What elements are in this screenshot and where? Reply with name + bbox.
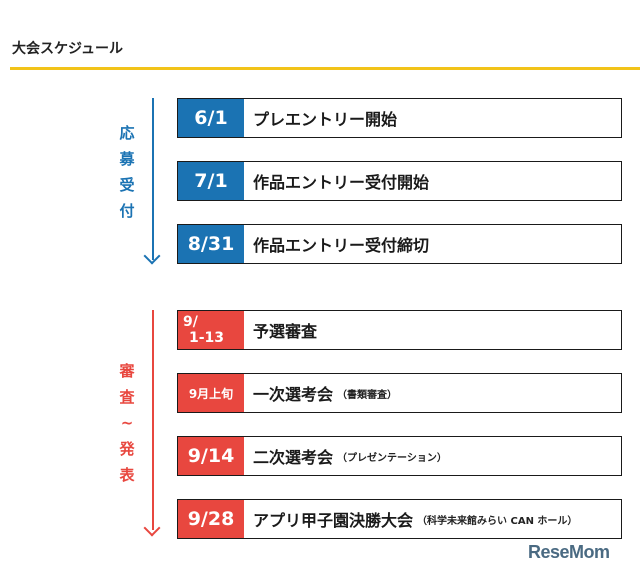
schedule-row: 9/ 1-13 予選審査	[177, 310, 622, 350]
schedule-date: 9/14	[178, 437, 244, 475]
resemom-logo: ReseMom	[528, 542, 610, 562]
schedule-date-line2: 1-13	[189, 330, 225, 346]
schedule-event: 作品エントリー受付締切	[253, 236, 430, 255]
schedule-date: 9月上旬	[178, 374, 244, 412]
schedule-event: プレエントリー開始	[253, 110, 398, 129]
schedule-event: アプリ甲子園決勝大会	[253, 511, 414, 530]
page-title: 大会スケジュール	[12, 41, 124, 57]
phase1-arrow-line	[152, 98, 154, 260]
phase1-arrowhead	[143, 247, 161, 265]
phase1-label-char: 応	[119, 124, 135, 142]
schedule-event-wrap: 一次選考会 （書類審査）	[244, 374, 397, 412]
schedule-event: 一次選考会	[253, 385, 334, 404]
schedule-date: 6/1	[178, 99, 244, 137]
schedule-event: 予選審査	[253, 322, 318, 341]
schedule-date-line1: 9/	[183, 314, 198, 330]
schedule-date: 9/ 1-13	[178, 311, 244, 349]
schedule-note: （書類審査）	[337, 389, 398, 401]
phase2-label-char: ~	[120, 414, 134, 432]
schedule-event-wrap: アプリ甲子園決勝大会 （科学未来館みらい CAN ホール）	[244, 500, 577, 538]
schedule-row: 9/14 二次選考会 （プレゼンテーション）	[177, 436, 622, 476]
schedule-row: 6/1 プレエントリー開始	[177, 98, 622, 138]
schedule-event: 作品エントリー受付開始	[253, 173, 430, 192]
title-underline	[10, 67, 640, 70]
phase1-label-char: 付	[119, 202, 135, 220]
schedule-date: 9/28	[178, 500, 244, 538]
phase2-label-char: 査	[119, 388, 135, 406]
phase2-label: 審 査 ~ 発 表	[115, 358, 139, 488]
phase2-arrowhead	[143, 519, 161, 537]
schedule-row: 7/1 作品エントリー受付開始	[177, 161, 622, 201]
schedule-note: （科学未来館みらい CAN ホール）	[417, 515, 578, 527]
schedule-row: 9/28 アプリ甲子園決勝大会 （科学未来館みらい CAN ホール）	[177, 499, 622, 539]
phase2-label-char: 審	[119, 362, 135, 380]
phase1-label-char: 募	[119, 150, 135, 168]
phase2-label-char: 表	[119, 466, 135, 484]
phase1-label: 応 募 受 付	[115, 120, 139, 224]
schedule-event-wrap: 二次選考会 （プレゼンテーション）	[244, 437, 447, 475]
phase2-label-char: 発	[119, 440, 135, 458]
schedule-row: 8/31 作品エントリー受付締切	[177, 224, 622, 264]
phase1-label-char: 受	[119, 176, 135, 194]
schedule-row: 9月上旬 一次選考会 （書類審査）	[177, 373, 622, 413]
phase2-arrow-line	[152, 310, 154, 530]
schedule-date: 7/1	[178, 162, 244, 200]
schedule-note: （プレゼンテーション）	[337, 452, 447, 464]
schedule-date: 8/31	[178, 225, 244, 263]
schedule-event: 二次選考会	[253, 448, 334, 467]
